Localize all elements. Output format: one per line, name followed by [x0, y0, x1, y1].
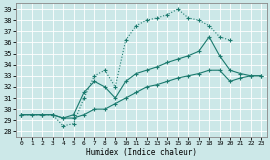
X-axis label: Humidex (Indice chaleur): Humidex (Indice chaleur) [86, 148, 197, 156]
